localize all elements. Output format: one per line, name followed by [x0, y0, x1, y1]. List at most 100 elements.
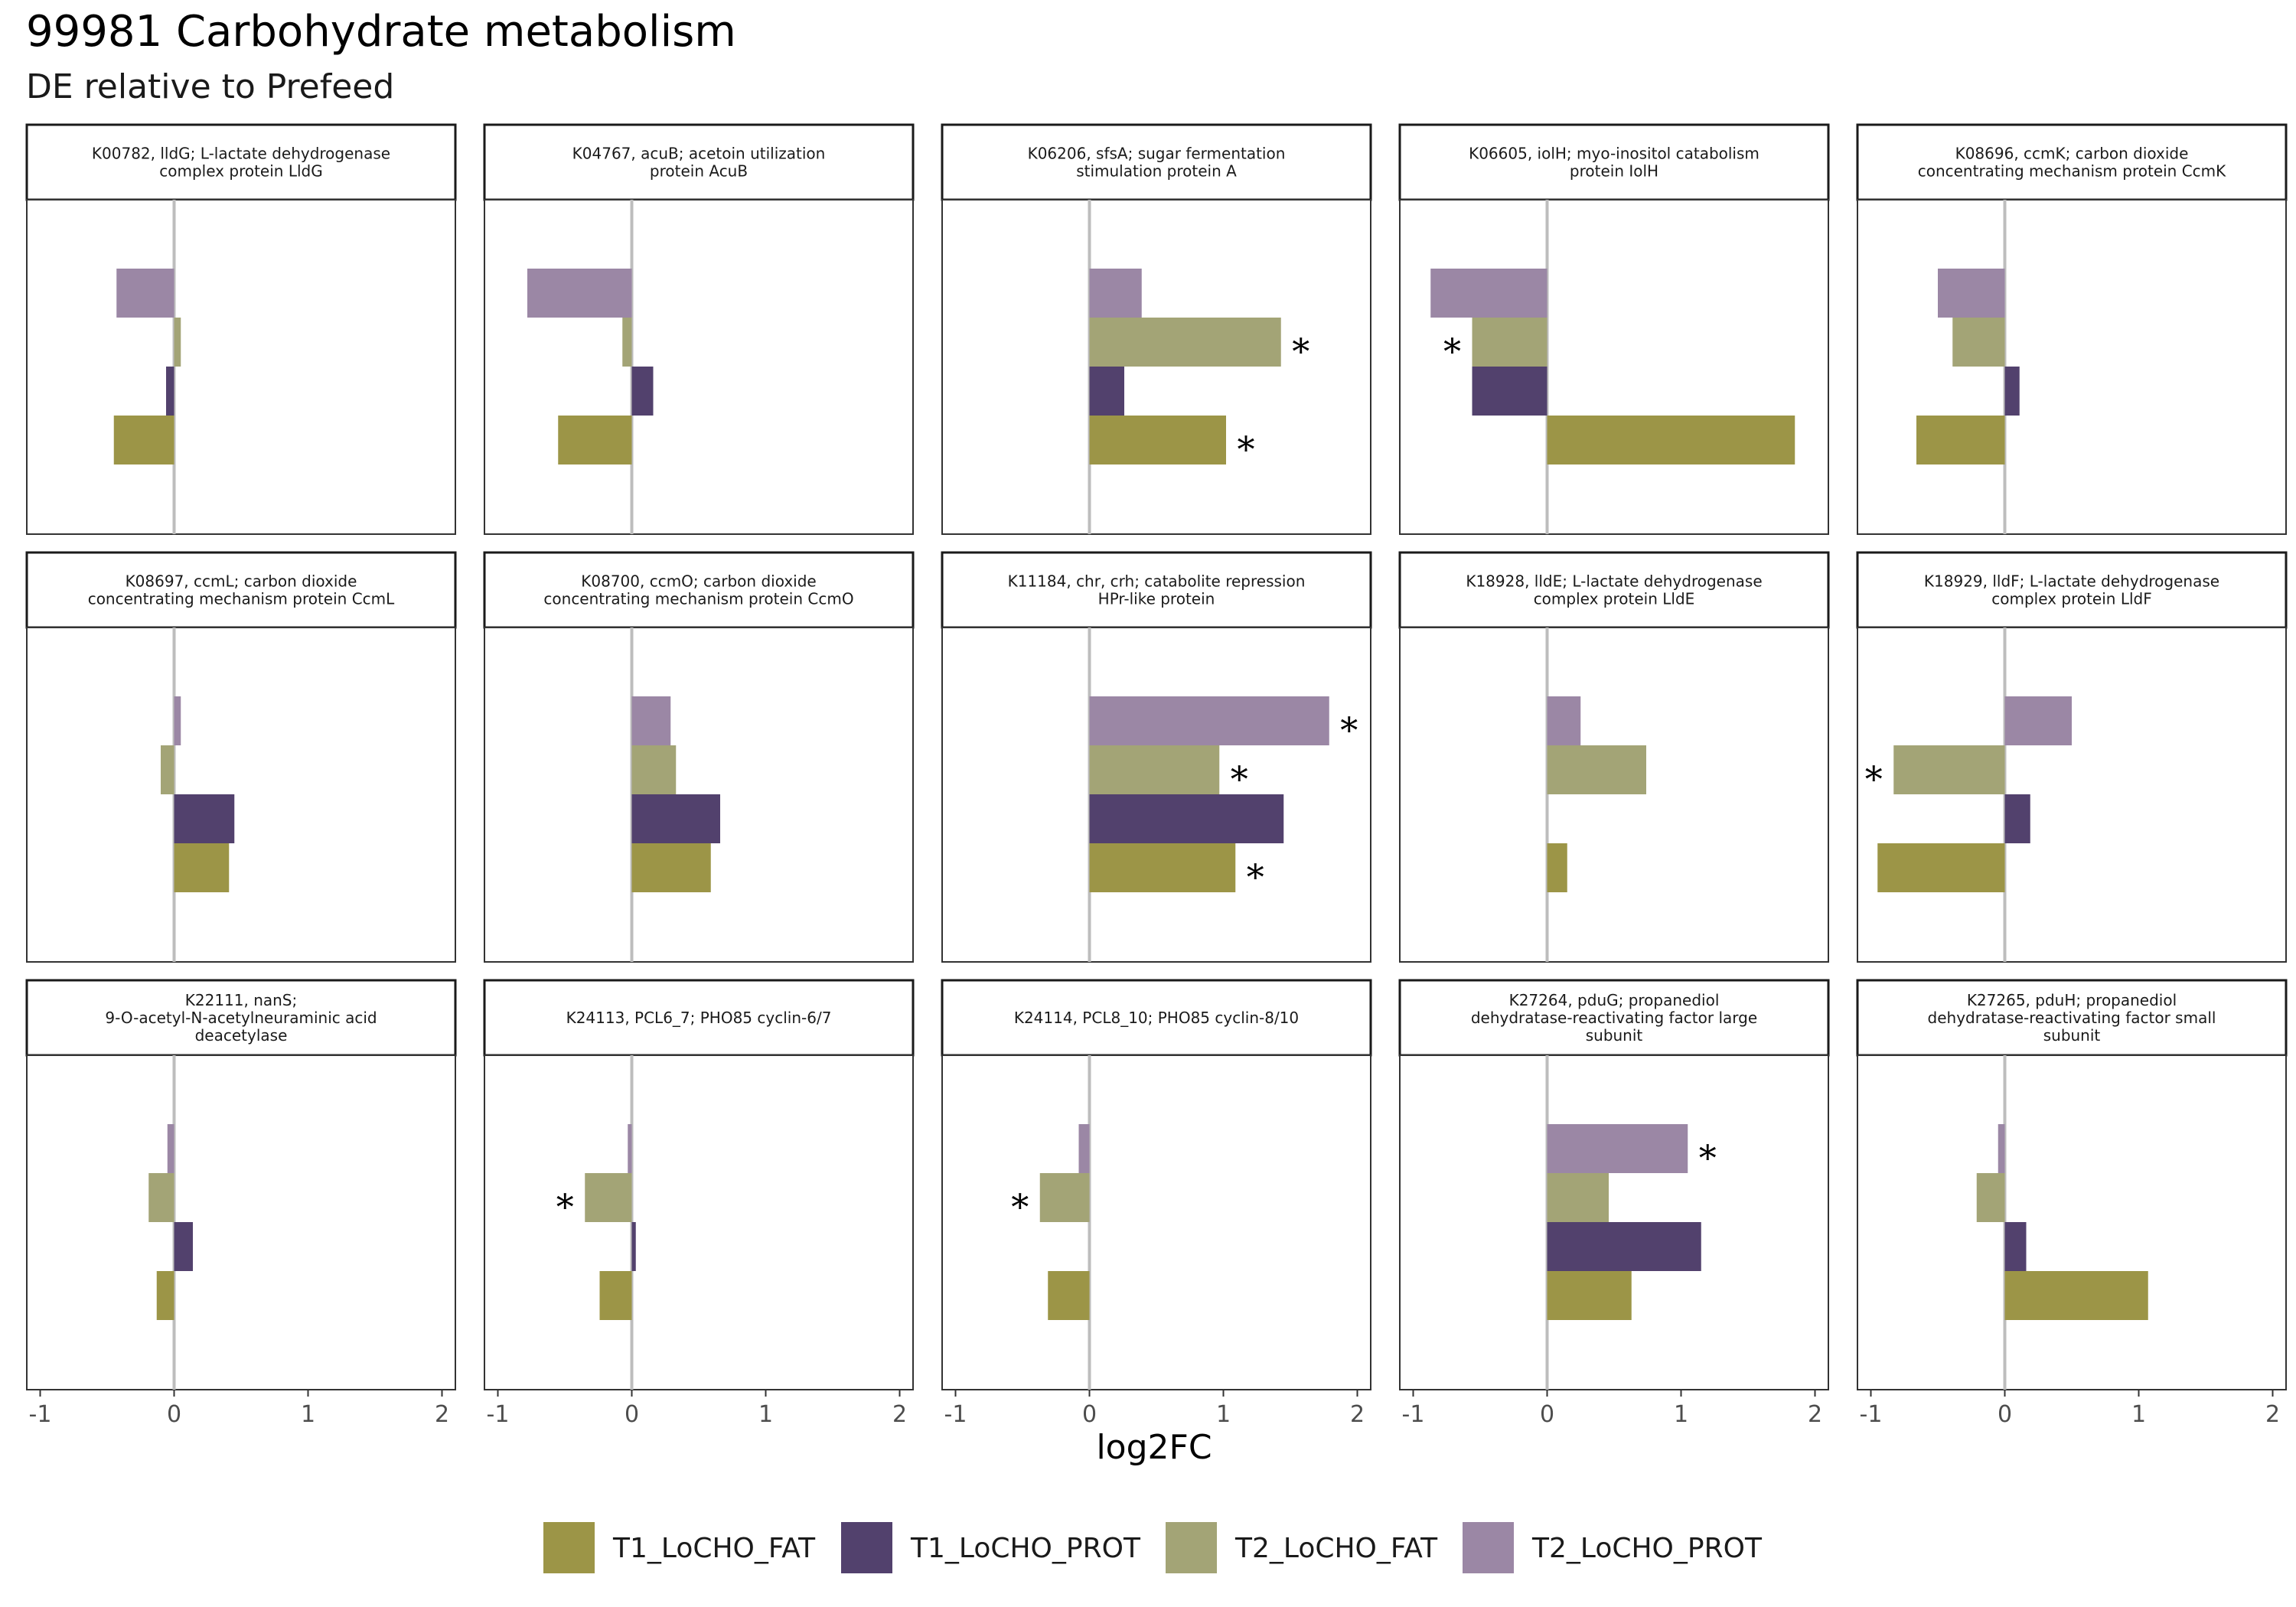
facet-title: complex protein LldG — [159, 162, 322, 181]
facet-panel: K18929, lldF; L-lactate dehydrogenasecom… — [1856, 551, 2288, 963]
significance-marker: * — [1292, 331, 1309, 372]
legend-label: T1_LoCHO_PROT — [910, 1533, 1141, 1564]
bar-t1-locho-prot — [1089, 794, 1284, 843]
facet-title: dehydratase-reactivating factor large — [1471, 1009, 1757, 1027]
plot-area — [941, 1054, 1371, 1390]
bar-t1-locho-prot — [2004, 1222, 2027, 1271]
plot-area — [484, 1054, 914, 1390]
bar-t2-locho-fat — [1472, 318, 1548, 367]
legend: T1_LoCHO_FAT T1_LoCHO_PROT T2_LoCHO_FAT T2_… — [543, 1522, 1763, 1573]
plot-area — [1399, 199, 1829, 535]
facet-panels: K00782, lldG; L-lactate dehydrogenasecom… — [25, 123, 2288, 1428]
bar-t2-locho-fat — [1547, 1173, 1609, 1222]
facet-panel: K06605, iolH; myo-inositol catabolismpro… — [1398, 123, 1830, 535]
facet-title: K18928, lldE; L-lactate dehydrogenase — [1466, 572, 1762, 591]
bar-t1-locho-fat — [156, 1271, 174, 1320]
facet-strip — [25, 123, 457, 201]
bar-t1-locho-prot — [174, 794, 235, 843]
bar-t2-locho-fat — [1039, 1173, 1090, 1222]
x-axis-title: log2FC — [1096, 1428, 1212, 1467]
bar-t2-locho-fat — [1952, 318, 2005, 367]
significance-marker: * — [556, 1186, 574, 1227]
legend-item: T2_LoCHO_FAT — [1166, 1522, 1438, 1573]
facet-panel: K08697, ccmL; carbon dioxideconcentratin… — [25, 551, 457, 963]
bar-t1-locho-prot — [166, 367, 174, 416]
facet-title: HPr-like protein — [1098, 590, 1215, 608]
facet-panel: K24113, PCL6_7; PHO85 cyclin-6/7 * -1 0 1 2 — [483, 979, 915, 1428]
bar-t1-locho-prot — [631, 1222, 636, 1271]
bar-t1-locho-prot — [2004, 794, 2030, 843]
bar-t2-locho-fat — [161, 745, 174, 794]
x-tick-label: 2 — [1350, 1401, 1365, 1428]
facet-title: K08697, ccmL; carbon dioxide — [126, 572, 357, 591]
bar-t2-locho-fat — [1976, 1173, 2005, 1222]
significance-marker: * — [1699, 1137, 1717, 1178]
bar-t1-locho-fat — [558, 416, 632, 464]
facet-title: subunit — [2043, 1026, 2101, 1045]
facet-panel: K06206, sfsA; sugar fermentationstimulat… — [941, 123, 1372, 535]
legend-label: T1_LoCHO_FAT — [612, 1533, 816, 1564]
facet-panel: K08700, ccmO; carbon dioxideconcentratin… — [483, 551, 915, 963]
facet-title: subunit — [1586, 1026, 1643, 1045]
facet-title: concentrating mechanism protein CcmL — [88, 590, 395, 608]
facet-title: K11184, chr, crh; catabolite repression — [1008, 572, 1306, 591]
plot-area — [26, 1054, 456, 1390]
facet-panel: K11184, chr, crh; catabolite repressionH… — [941, 551, 1372, 963]
facet-title: K27264, pduG; propanediol — [1509, 991, 1720, 1009]
x-tick-label: -1 — [1860, 1401, 1883, 1428]
chart-subtitle: DE relative to Prefeed — [26, 67, 394, 106]
x-tick-label: 1 — [2131, 1401, 2146, 1428]
bar-t1-locho-prot — [1089, 367, 1124, 416]
bar-t1-locho-fat — [599, 1271, 632, 1320]
bar-t2-locho-fat — [174, 318, 181, 367]
facet-strip — [941, 979, 1372, 1057]
facet-title: K06605, iolH; myo-inositol catabolism — [1469, 145, 1760, 163]
x-tick-label: -1 — [1402, 1401, 1425, 1428]
bar-t1-locho-fat — [1547, 1271, 1632, 1320]
facet-title: K06206, sfsA; sugar fermentation — [1028, 145, 1286, 163]
plot-area — [1399, 627, 1829, 963]
legend-item: T2_LoCHO_PROT — [1463, 1522, 1763, 1573]
x-tick-label: 1 — [758, 1401, 773, 1428]
x-tick-label: -1 — [487, 1401, 510, 1428]
significance-marker: * — [1231, 758, 1248, 800]
facet-title: K08700, ccmO; carbon dioxide — [581, 572, 816, 591]
facet-strip — [1398, 551, 1830, 629]
facet-strip — [483, 123, 915, 201]
bar-t2-locho-prot — [527, 269, 632, 318]
x-tick-label: 0 — [1998, 1401, 2012, 1428]
bar-t2-locho-fat — [1893, 745, 2005, 794]
legend-label: T2_LoCHO_PROT — [1531, 1533, 1763, 1564]
bar-t2-locho-prot — [1998, 1124, 2005, 1173]
bar-t2-locho-prot — [1089, 696, 1329, 745]
bar-t2-locho-fat — [148, 1173, 174, 1222]
facet-strip — [1856, 123, 2288, 201]
facet-title: K24114, PCL8_10; PHO85 cyclin-8/10 — [1014, 1009, 1299, 1027]
facet-strip — [941, 123, 1372, 201]
facet-panel: K27265, pduH; propanedioldehydratase-rea… — [1856, 979, 2288, 1428]
bar-t2-locho-prot — [1547, 696, 1581, 745]
bar-t1-locho-prot — [1472, 367, 1548, 416]
x-tick-label: 0 — [1540, 1401, 1554, 1428]
x-tick-label: -1 — [944, 1401, 967, 1428]
bar-t2-locho-prot — [1938, 269, 2005, 318]
x-tick-label: 0 — [625, 1401, 639, 1428]
plot-area — [26, 199, 456, 535]
significance-marker: * — [1247, 856, 1264, 898]
facet-panel: K04767, acuB; acetoin utilizationprotein… — [483, 123, 915, 535]
bar-t1-locho-fat — [1547, 416, 1795, 464]
facet-title: K04767, acuB; acetoin utilization — [572, 145, 826, 163]
bar-t1-locho-fat — [1089, 416, 1226, 464]
bar-t1-locho-prot — [174, 1222, 193, 1271]
x-tick-label: 1 — [1216, 1401, 1231, 1428]
plot-area — [1857, 1054, 2287, 1390]
bar-t1-locho-prot — [2004, 367, 2020, 416]
bar-t1-locho-prot — [631, 367, 654, 416]
facet-title: K22111, nanS; — [185, 991, 298, 1009]
legend-key — [543, 1522, 595, 1573]
bar-t2-locho-fat — [1547, 745, 1646, 794]
bar-t2-locho-prot — [1430, 269, 1548, 318]
facet-strip — [1398, 979, 1830, 1057]
facet-panel: K27264, pduG; propanedioldehydratase-rea… — [1398, 979, 1830, 1428]
plot-area — [26, 627, 456, 963]
